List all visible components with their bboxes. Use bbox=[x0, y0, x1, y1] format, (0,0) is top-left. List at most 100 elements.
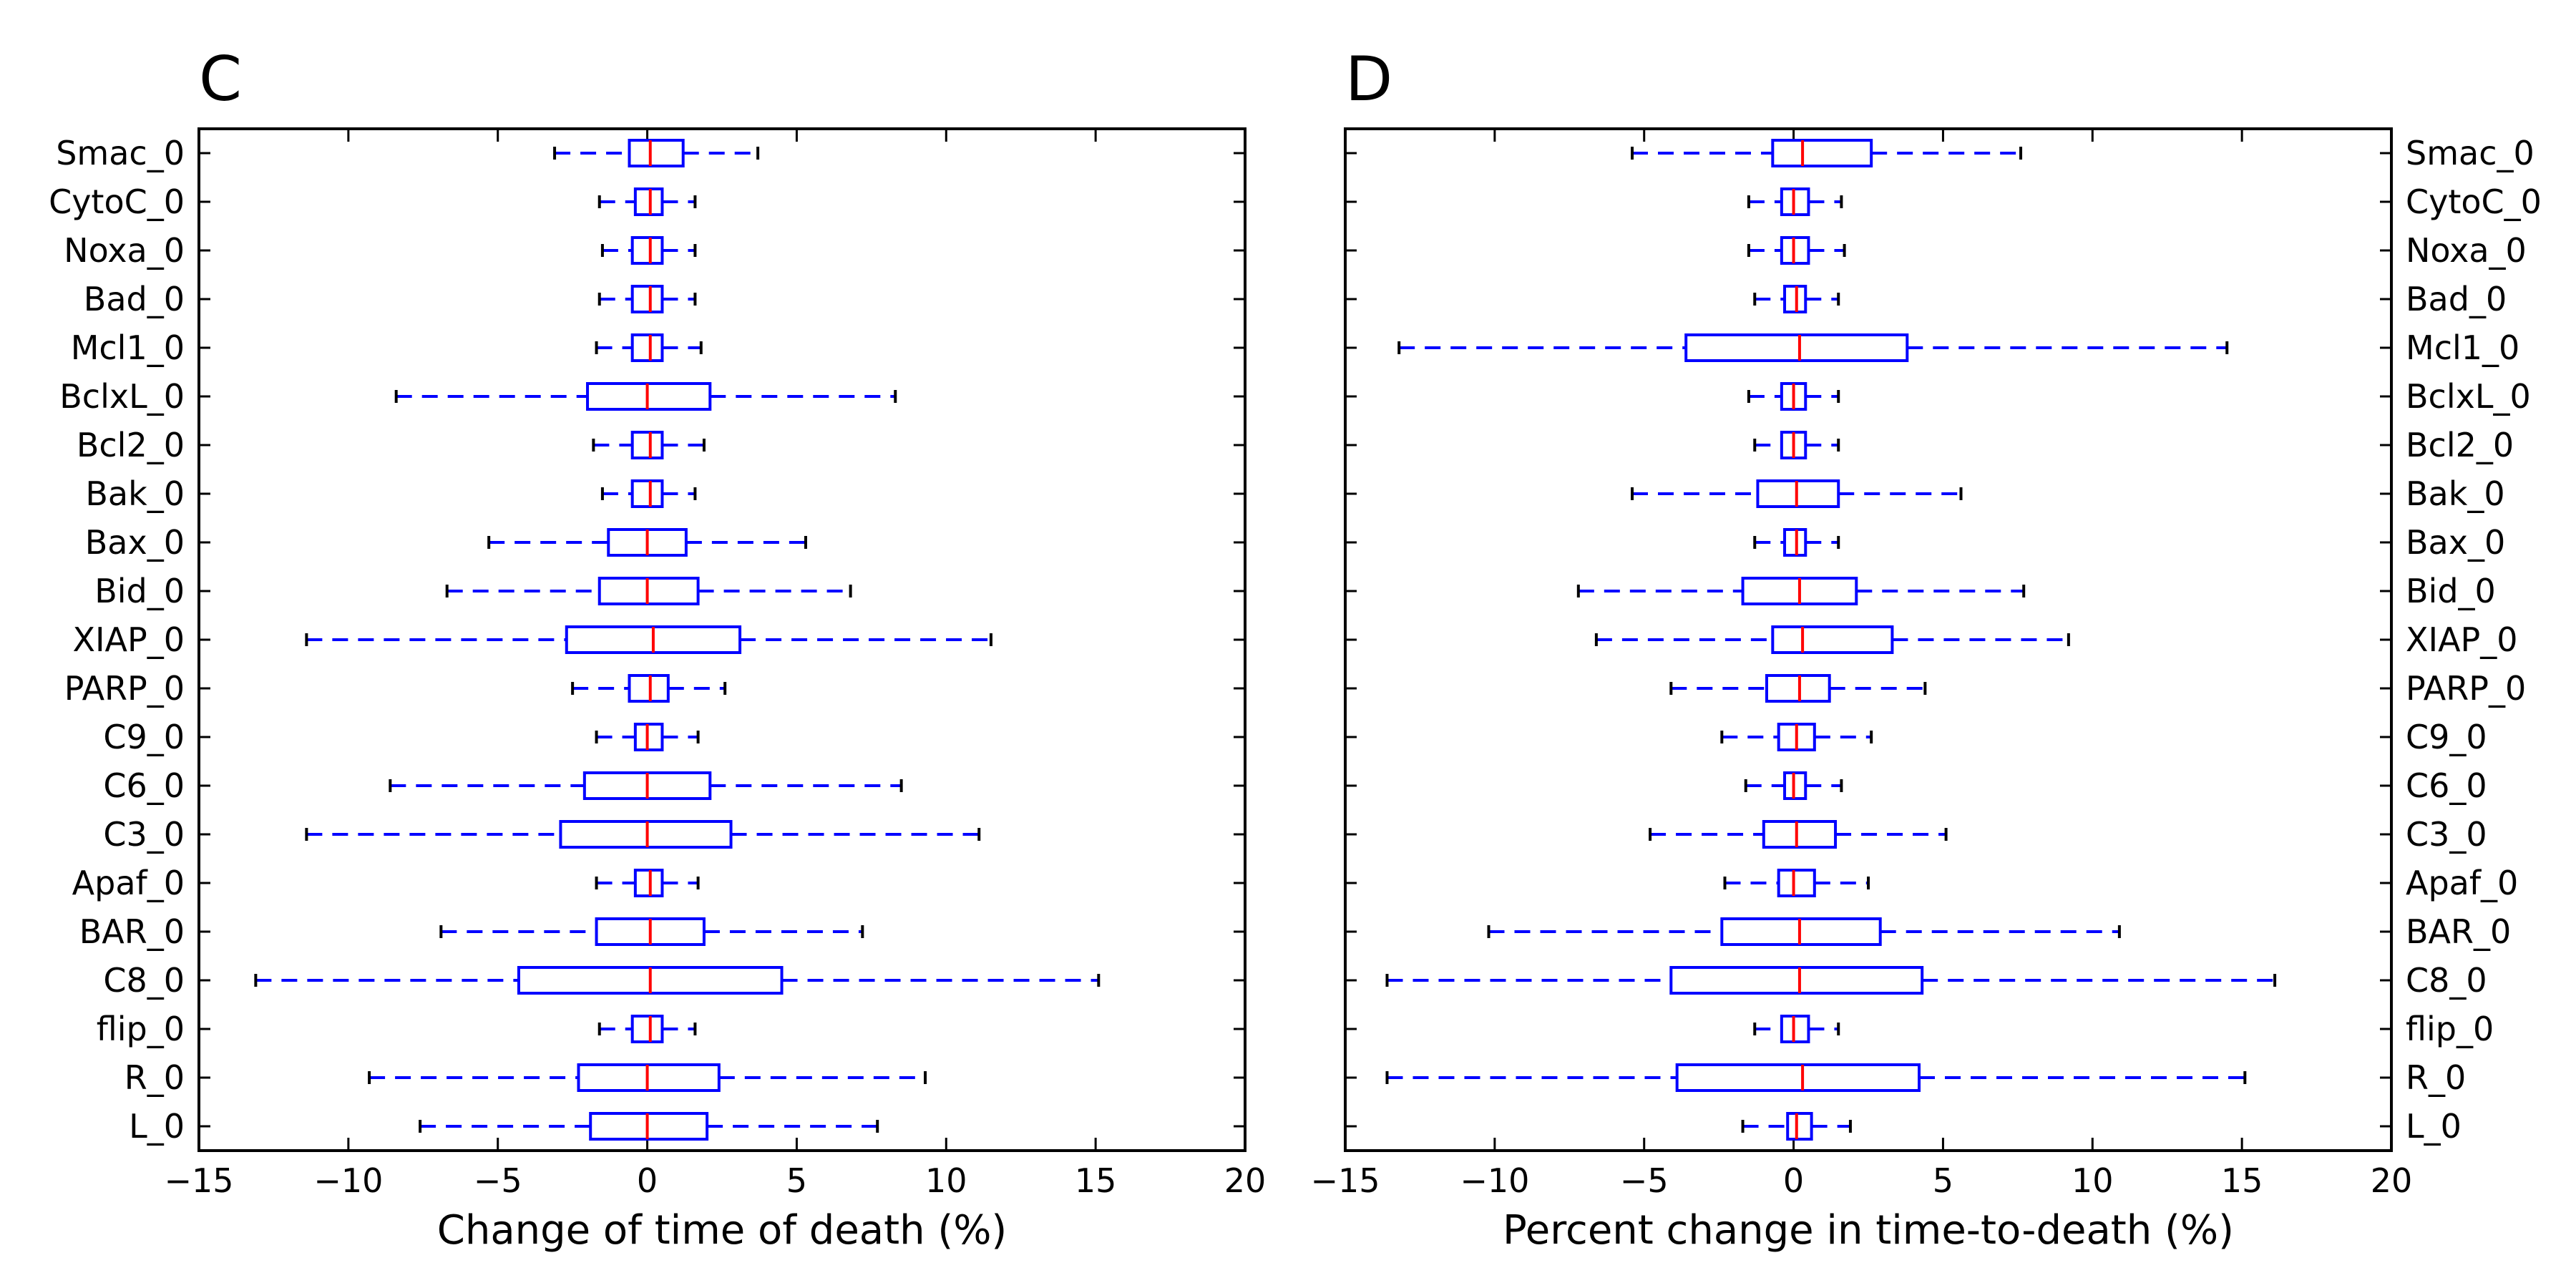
panel-c-y-tick-label: BAR_0 bbox=[79, 912, 185, 951]
iqr-box bbox=[1771, 625, 1894, 654]
panel-d-frame bbox=[1344, 127, 2393, 1152]
panel-d-y-tick-label: flip_0 bbox=[2406, 1010, 2494, 1048]
panel-c-y-tick-label: C6_0 bbox=[103, 766, 185, 805]
panel-d-box-Smac_0 bbox=[1631, 139, 2023, 167]
panel-d-y-tick-label: Bad_0 bbox=[2406, 280, 2507, 318]
iqr-box bbox=[630, 333, 664, 362]
panel-c-x-tick-label: 10 bbox=[925, 1161, 967, 1200]
panel-d-x-tick-label: −5 bbox=[1620, 1161, 1669, 1200]
iqr-box bbox=[630, 1015, 664, 1043]
panel-c-box-PARP_0 bbox=[571, 674, 727, 703]
panel-d-y-tick-label: Smac_0 bbox=[2406, 134, 2534, 172]
panel-d-x-tick-label: 5 bbox=[1933, 1161, 1953, 1200]
panel-d-x-tick-label: 10 bbox=[2072, 1161, 2114, 1200]
iqr-box bbox=[1669, 966, 1924, 995]
panel-d-box-C6_0 bbox=[1744, 771, 1843, 800]
panel-c-x-tick-label: 15 bbox=[1075, 1161, 1117, 1200]
iqr-box bbox=[630, 431, 664, 459]
panel-d-box-R_0 bbox=[1385, 1063, 2247, 1092]
panel-c-box-CytoC_0 bbox=[597, 187, 697, 216]
panel-c-box-Bid_0 bbox=[445, 577, 852, 605]
panel-c-box-Bad_0 bbox=[597, 285, 697, 313]
panel-c-box-C9_0 bbox=[595, 723, 700, 751]
panel-c-y-tick-label: flip_0 bbox=[97, 1010, 185, 1048]
panel-d-y-tick-label: PARP_0 bbox=[2406, 669, 2526, 708]
panel-d-plot-area: −15 −10 −5 0 5 10 15 20 Smac_0 CytoC_0 Noxa_0 Bad_0… bbox=[1310, 129, 2542, 1200]
panel-c-y-tick-label: C8_0 bbox=[103, 961, 185, 1000]
panel-d-box-PARP_0 bbox=[1669, 674, 1927, 703]
panel-d-box-XIAP_0 bbox=[1594, 625, 2070, 654]
panel-d-box-flip_0 bbox=[1753, 1015, 1840, 1043]
panel-d-y-tick-label: BclxL_0 bbox=[2406, 377, 2531, 416]
panel-d-box-Noxa_0 bbox=[1747, 236, 1846, 265]
panel-d-x-axis-label: Percent change in time-to-death (%) bbox=[1503, 1207, 2234, 1254]
panel-c: C −15 −10 −5 0 5 10 15 20 Smac_0 CytoC_0 Noxa_0 Bad… bbox=[49, 44, 1266, 1254]
iqr-box bbox=[577, 1063, 721, 1092]
panel-c-y-tick-label: Bak_0 bbox=[85, 474, 185, 513]
panel-c-box-BclxL_0 bbox=[394, 382, 897, 411]
iqr-box bbox=[586, 382, 712, 411]
panel-c-y-tick-label: BclxL_0 bbox=[59, 377, 185, 416]
panel-d-x-tick-label: −15 bbox=[1310, 1161, 1380, 1200]
panel-d-box-C9_0 bbox=[1720, 723, 1873, 751]
panel-d-y-tick-label: Bax_0 bbox=[2406, 523, 2505, 562]
panel-d-y-tick-label: XIAP_0 bbox=[2406, 620, 2518, 659]
panel-d-box-BclxL_0 bbox=[1747, 382, 1840, 411]
iqr-box bbox=[1783, 771, 1807, 800]
panel-d-y-tick-label: Apaf_0 bbox=[2406, 864, 2518, 902]
panel-d-x-tick-label: 15 bbox=[2221, 1161, 2263, 1200]
iqr-box bbox=[559, 820, 733, 849]
panel-d-box-Mcl1_0 bbox=[1397, 333, 2229, 362]
panel-c-y-tick-label: Bad_0 bbox=[84, 280, 185, 318]
panel-c-y-tick-label: Smac_0 bbox=[56, 134, 185, 172]
panel-c-box-C6_0 bbox=[389, 771, 903, 800]
iqr-box bbox=[1786, 1112, 1813, 1141]
panel-d-box-Apaf_0 bbox=[1723, 869, 1870, 897]
panel-c-x-tick-label: 20 bbox=[1224, 1161, 1267, 1200]
panel-c-box-L_0 bbox=[419, 1112, 879, 1141]
panel-c-box-Smac_0 bbox=[553, 139, 760, 167]
iqr-box bbox=[1780, 236, 1810, 265]
panel-c-box-BAR_0 bbox=[439, 917, 864, 946]
panel-c-x-tick-label: 5 bbox=[786, 1161, 807, 1200]
iqr-box bbox=[628, 139, 685, 167]
panel-c-x-tick-label: 0 bbox=[637, 1161, 658, 1200]
panel-c-y-tick-label: Bid_0 bbox=[94, 572, 185, 610]
panel-d-box-Bak_0 bbox=[1631, 479, 1963, 508]
panel-c-box-Bcl2_0 bbox=[592, 431, 706, 459]
panel-d-y-tick-label: C8_0 bbox=[2406, 961, 2487, 1000]
panel-d-box-Bid_0 bbox=[1576, 577, 2026, 605]
panel-c-y-tick-label: XIAP_0 bbox=[72, 620, 185, 659]
iqr-box bbox=[1777, 869, 1816, 897]
iqr-box bbox=[1684, 333, 1909, 362]
panel-c-y-tick-label: Apaf_0 bbox=[72, 864, 185, 902]
iqr-box bbox=[1783, 528, 1807, 557]
panel-c-box-flip_0 bbox=[597, 1015, 697, 1043]
panel-c-box-Apaf_0 bbox=[595, 869, 700, 897]
panel-d-y-tick-label: Mcl1_0 bbox=[2406, 328, 2519, 367]
panel-c-x-tick-label: −15 bbox=[164, 1161, 233, 1200]
panel-d-box-L_0 bbox=[1741, 1112, 1852, 1141]
panel-d-y-tick-label: CytoC_0 bbox=[2406, 182, 2542, 221]
panel-d-y-tick-label: Bid_0 bbox=[2406, 572, 2496, 610]
panel-d-box-BAR_0 bbox=[1487, 917, 2121, 946]
iqr-box bbox=[628, 674, 670, 703]
panel-c-box-XIAP_0 bbox=[305, 625, 992, 654]
panel-c-y-tick-label: CytoC_0 bbox=[49, 182, 185, 221]
panel-c-y-tick-label: C3_0 bbox=[103, 815, 185, 854]
iqr-box bbox=[633, 723, 664, 751]
panel-d-y-tick-label: C9_0 bbox=[2406, 718, 2487, 756]
panel-c-box-Bak_0 bbox=[600, 479, 697, 508]
panel-d-label: D bbox=[1345, 44, 1392, 115]
iqr-box bbox=[1675, 1063, 1921, 1092]
panel-d-y-tick-label: Bak_0 bbox=[2406, 474, 2505, 513]
iqr-box bbox=[633, 187, 664, 216]
panel-c-y-tick-label: L_0 bbox=[129, 1107, 185, 1146]
iqr-box bbox=[630, 479, 664, 508]
panel-c-y-tick-label: Bax_0 bbox=[85, 523, 185, 562]
panel-c-box-Mcl1_0 bbox=[595, 333, 703, 362]
panel-d-y-tick-label: L_0 bbox=[2406, 1107, 2462, 1146]
panel-c-plot-area: −15 −10 −5 0 5 10 15 20 Smac_0 CytoC_0 Noxa_0 Bad_0… bbox=[49, 129, 1266, 1200]
panel-c-frame bbox=[197, 127, 1246, 1152]
